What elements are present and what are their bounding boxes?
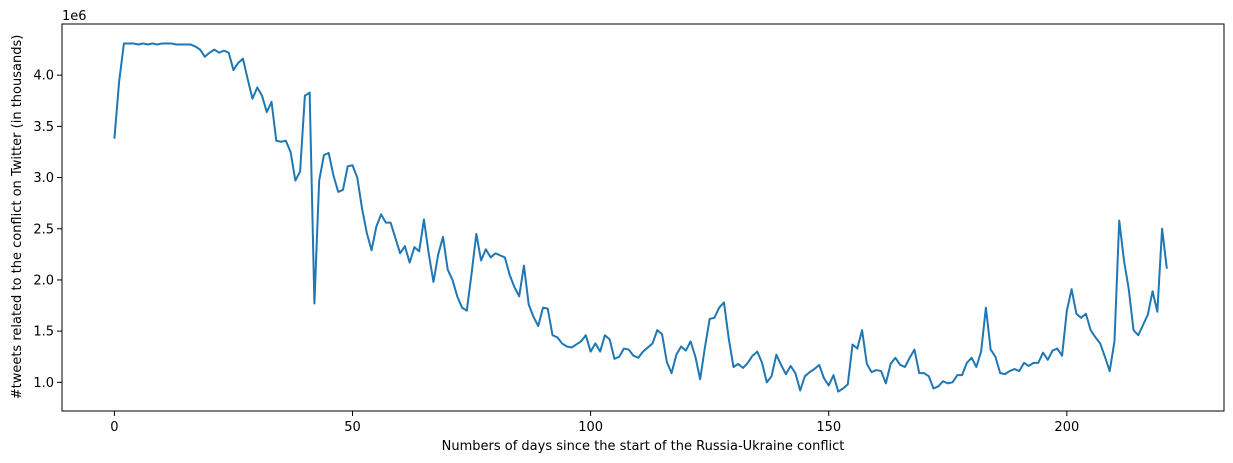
y-axis-label: #tweets related to the conflict on Twitt… xyxy=(10,35,25,400)
x-axis-label: Numbers of days since the start of the R… xyxy=(442,439,845,454)
y-tick-label: 3.0 xyxy=(33,171,54,186)
x-tick-label: 150 xyxy=(816,420,841,435)
y-tick-label: 3.5 xyxy=(33,120,54,135)
y-tick-label: 2.5 xyxy=(33,222,54,237)
y-tick-label: 1.5 xyxy=(33,325,54,340)
x-tick-label: 200 xyxy=(1054,420,1079,435)
y-tick-label: 4.0 xyxy=(33,69,54,84)
x-axis-ticks: 0 50 100 150 200 xyxy=(110,411,1079,435)
axes-frame xyxy=(61,23,1225,412)
series-line xyxy=(113,42,1168,393)
x-tick-label: 0 xyxy=(110,420,118,435)
x-tick-label: 50 xyxy=(344,420,361,435)
y-axis-ticks: 1.0 1.5 2.0 2.5 3.0 3.5 4.0 xyxy=(33,69,62,391)
plot-area xyxy=(113,42,1168,393)
x-tick-label: 100 xyxy=(578,420,603,435)
y-offset-label: 1e6 xyxy=(62,9,87,24)
y-tick-label: 1.0 xyxy=(33,376,54,391)
y-tick-label: 2.0 xyxy=(33,273,54,288)
